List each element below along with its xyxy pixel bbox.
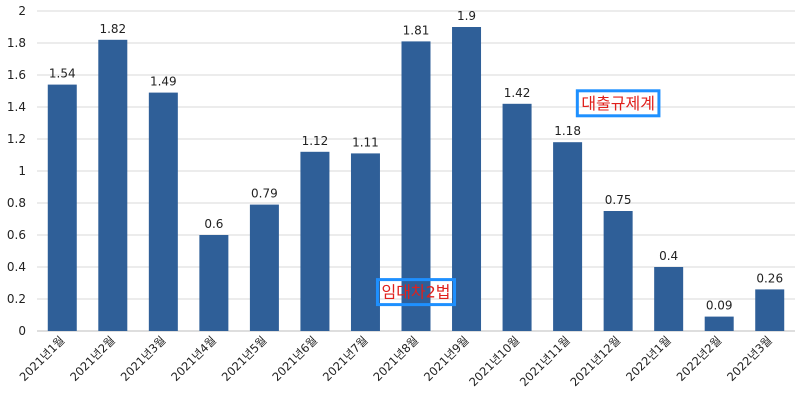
data-label: 1.42 [504, 86, 531, 100]
data-label: 0.09 [706, 299, 733, 313]
data-label: 0.79 [251, 187, 278, 201]
y-tick-label: 0.6 [7, 228, 26, 242]
annotation: 대출규제계 [575, 89, 661, 118]
x-tick-label: 2021년2월 [67, 333, 118, 384]
x-axis-tick-labels: 2021년1월 2021년2월 2021년3월 2021년4월 2021년5월 2021년… [17, 333, 775, 389]
x-tick-label: 2021년3월 [118, 333, 169, 384]
x-tick-label: 2022년2월 [674, 333, 725, 384]
x-tick-label: 2021년6월 [269, 333, 320, 384]
annotation-text: 임대차2법 [381, 283, 450, 302]
data-label: 0.4 [659, 249, 678, 263]
data-label: 1.18 [554, 124, 581, 138]
y-tick-label: 1 [18, 164, 26, 178]
data-label: 1.9 [457, 9, 476, 23]
bar [300, 151, 330, 331]
y-tick-label: 1.6 [7, 68, 26, 82]
bar [148, 92, 178, 331]
bar [553, 142, 583, 331]
bar [401, 41, 431, 332]
data-labels: 1.54 1.82 1.49 0.6 0.79 1.12 1.11 1.81 1.9 1.42 1.… [49, 9, 783, 313]
y-tick-label: 0 [18, 324, 26, 338]
x-tick-label: 2021년11월 [517, 333, 573, 389]
bar [502, 103, 532, 331]
x-tick-label: 2022년1월 [623, 333, 674, 384]
annotation-box [575, 89, 661, 118]
bars [47, 27, 785, 332]
data-label: 1.54 [49, 67, 76, 81]
y-tick-label: 0.2 [7, 292, 26, 306]
y-tick-label: 2 [18, 4, 26, 18]
bar [603, 211, 633, 331]
x-tick-label: 2021년9월 [421, 333, 472, 384]
x-tick-label: 2021년5월 [219, 333, 270, 384]
bar [755, 289, 785, 331]
data-label: 0.26 [756, 271, 783, 285]
x-tick-label: 2021년4월 [168, 333, 219, 384]
y-tick-label: 1.8 [7, 36, 26, 50]
x-tick-label: 2021년7월 [320, 333, 371, 384]
data-label: 1.11 [352, 135, 379, 149]
bar [452, 27, 482, 331]
bar [199, 235, 229, 331]
x-tick-label: 2021년10월 [466, 333, 522, 389]
bar [47, 84, 77, 331]
data-label: 1.12 [302, 134, 329, 148]
bar [249, 204, 279, 331]
annotation-text: 대출규제계 [581, 94, 655, 113]
y-tick-label: 0.8 [7, 196, 26, 210]
x-tick-label: 2021년12월 [567, 333, 623, 389]
bar [98, 39, 128, 332]
data-label: 1.49 [150, 75, 177, 89]
data-label: 1.82 [99, 22, 126, 36]
y-tick-label: 0.4 [7, 260, 26, 274]
y-tick-label: 1.4 [7, 100, 26, 114]
bar [654, 267, 684, 331]
data-label: 0.6 [204, 217, 223, 231]
data-label: 1.81 [403, 23, 430, 37]
y-tick-label: 1.2 [7, 132, 26, 146]
annotation-box [375, 278, 457, 307]
x-tick-label: 2021년1월 [17, 333, 68, 384]
bar [350, 153, 380, 331]
x-tick-label: 2021년8월 [370, 333, 421, 384]
data-label: 0.75 [605, 193, 632, 207]
y-axis-tick-labels: 0 0.2 0.4 0.6 0.8 1 1.2 1.4 1.6 1.8 2 [7, 4, 26, 338]
bar [704, 316, 734, 331]
x-tick-label: 2022년3월 [724, 333, 775, 384]
annotation: 임대차2법 [375, 278, 457, 307]
